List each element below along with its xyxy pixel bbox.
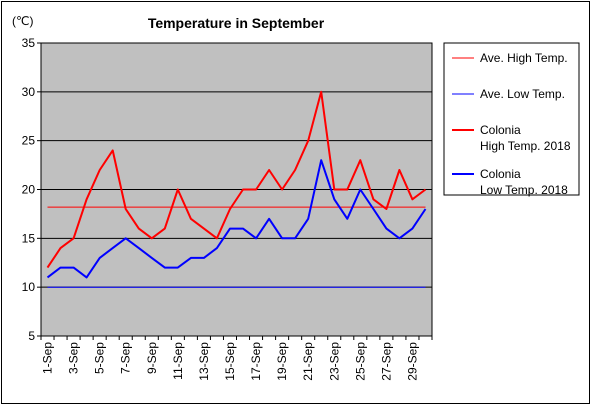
x-tick-label: 21-Sep <box>301 342 315 381</box>
x-tick-label: 3-Sep <box>67 342 81 374</box>
x-tick-label: 27-Sep <box>379 342 393 381</box>
x-tick-label: 5-Sep <box>93 342 107 374</box>
y-tick-label: 20 <box>22 183 36 197</box>
y-axis: 5 10 15 20 25 30 35 <box>22 36 41 343</box>
legend-label-1: Ave. High Temp. <box>480 51 568 65</box>
x-tick-label: 19-Sep <box>275 342 289 381</box>
y-tick-label: 5 <box>28 329 35 343</box>
x-tick-label: 11-Sep <box>171 342 185 380</box>
legend-label-4: Colonia Low Temp. 2018 <box>480 167 568 197</box>
x-tick-label: 25-Sep <box>353 342 367 381</box>
legend-label-2: Ave. Low Temp. <box>480 87 565 101</box>
y-tick-label: 30 <box>22 85 36 99</box>
y-tick-label: 10 <box>22 280 36 294</box>
x-tick-label: 29-Sep <box>405 342 419 381</box>
x-axis: 1-Sep 3-Sep 5-Sep 7-Sep 9-Sep 11-Sep 13-Sep 15-… <box>40 336 433 381</box>
x-tick-label: 15-Sep <box>223 342 237 381</box>
y-tick-label: 25 <box>22 134 36 148</box>
x-tick-label: 13-Sep <box>197 342 211 381</box>
x-tick-label: 9-Sep <box>145 342 159 374</box>
legend-label-3: Colonia High Temp. 2018 <box>480 123 571 153</box>
legend: Ave. High Temp. Ave. Low Temp. Colonia High… <box>443 42 580 197</box>
unit-label: (℃) <box>12 14 33 28</box>
series-line-4 <box>46 159 427 279</box>
legend-box <box>443 42 580 196</box>
chart-title: Temperature in September <box>148 15 325 31</box>
y-tick-label: 15 <box>22 231 36 245</box>
x-tick-label: 23-Sep <box>327 342 341 381</box>
x-tick-label: 17-Sep <box>249 342 263 381</box>
x-tick-label: 7-Sep <box>119 342 133 374</box>
y-tick-label: 35 <box>22 36 36 50</box>
x-tick-label: 1-Sep <box>41 342 55 374</box>
series-lines <box>46 90 427 288</box>
series-line-3 <box>46 90 427 269</box>
